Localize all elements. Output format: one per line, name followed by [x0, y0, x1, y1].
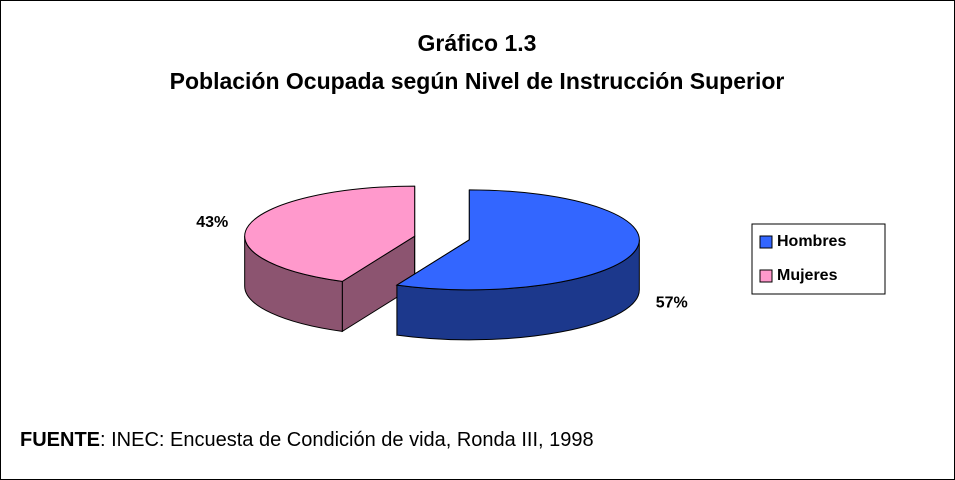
- value-label: 43%: [196, 214, 228, 231]
- slice: [244, 185, 416, 282]
- source-text: : INEC: Encuesta de Condición de vida, R…: [100, 429, 594, 451]
- slice: [395, 189, 640, 291]
- legend: Hombres Mujeres: [751, 223, 886, 295]
- value-label: 57%: [656, 295, 688, 312]
- legend-swatch: [759, 235, 773, 249]
- chart-title: Gráfico 1.3: [418, 30, 537, 56]
- legend-label: Mujeres: [777, 267, 838, 284]
- legend-box: [751, 223, 886, 295]
- source: FUENTE: INEC: Encuesta de Condición de v…: [20, 429, 594, 451]
- legend-swatch: [759, 269, 773, 283]
- source-label: FUENTE: [20, 429, 100, 451]
- chart-subtitle: Población Ocupada según Nivel de Instruc…: [170, 68, 785, 94]
- legend-label: Hombres: [777, 233, 846, 250]
